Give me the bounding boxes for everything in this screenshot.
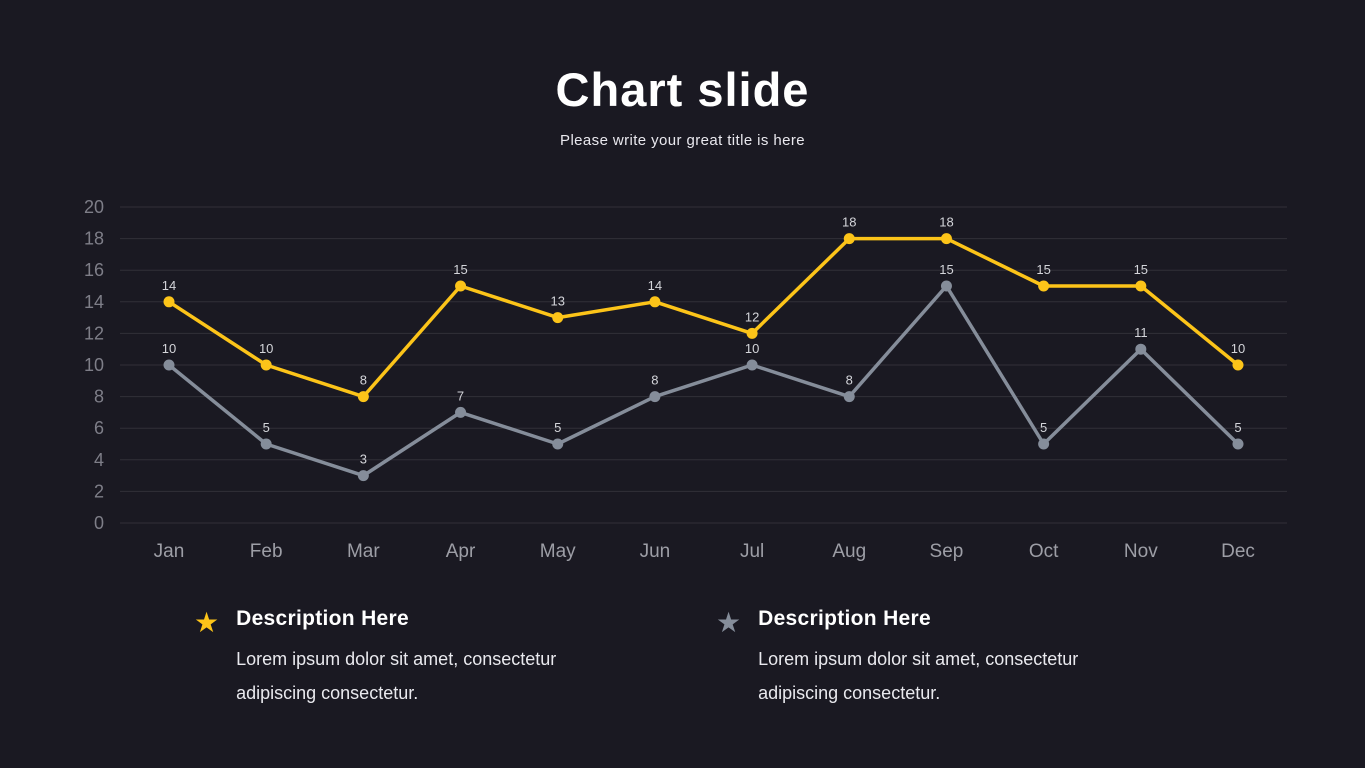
data-point-label: 15 xyxy=(453,262,467,277)
y-axis-tick-label: 12 xyxy=(84,323,104,343)
data-point-label: 5 xyxy=(554,420,561,435)
data-point-label: 12 xyxy=(745,309,759,324)
page-subtitle: Please write your great title is here xyxy=(560,132,805,149)
x-axis-tick-label: Apr xyxy=(446,541,476,562)
data-point-label: 10 xyxy=(1231,341,1245,356)
data-point-label: 13 xyxy=(550,294,564,309)
x-axis-tick-label: Sep xyxy=(930,541,964,562)
data-point xyxy=(1135,280,1147,292)
legend-text-block: Description Here Lorem ipsum dolor sit a… xyxy=(236,607,588,710)
data-point-label: 5 xyxy=(263,420,270,435)
data-point xyxy=(649,391,661,403)
data-point xyxy=(1232,359,1244,371)
legend-body: Lorem ipsum dolor sit amet, consectetur … xyxy=(236,649,557,703)
x-axis-tick-label: May xyxy=(540,541,576,562)
data-point xyxy=(260,438,272,450)
y-axis-tick-label: 14 xyxy=(84,292,104,312)
data-point-label: 8 xyxy=(360,373,367,388)
data-point xyxy=(940,280,952,292)
data-point-label: 5 xyxy=(1040,420,1047,435)
data-point xyxy=(649,296,661,308)
data-point-label: 10 xyxy=(745,341,759,356)
data-point-label: 3 xyxy=(360,452,367,467)
y-axis-tick-label: 8 xyxy=(94,387,104,407)
data-point xyxy=(746,359,758,371)
data-point xyxy=(357,391,369,403)
data-point-label: 8 xyxy=(846,373,853,388)
data-point xyxy=(357,470,369,482)
data-point-label: 14 xyxy=(162,278,176,293)
y-axis-tick-label: 0 xyxy=(94,513,104,533)
star-icon: ★ xyxy=(194,607,220,638)
data-point-label: 18 xyxy=(842,215,856,230)
data-point xyxy=(455,280,467,292)
data-point xyxy=(260,359,272,371)
data-point xyxy=(1232,438,1244,450)
data-point xyxy=(552,438,564,450)
data-point xyxy=(163,359,175,371)
data-point xyxy=(1135,343,1147,355)
star-icon: ★ xyxy=(716,607,742,638)
x-axis-tick-label: Feb xyxy=(250,541,283,562)
slide-header: Chart slide Please write your great titl… xyxy=(0,62,1365,149)
x-axis-tick-label: Aug xyxy=(832,541,866,562)
data-point xyxy=(552,312,564,324)
data-point xyxy=(163,296,175,308)
legend-item-series-1: ★ Description Here Lorem ipsum dolor sit… xyxy=(194,607,588,710)
data-point xyxy=(455,406,467,418)
data-point-label: 14 xyxy=(648,278,662,293)
y-axis-tick-label: 6 xyxy=(94,418,104,438)
x-axis-tick-label: Jun xyxy=(640,541,671,562)
y-axis-tick-label: 4 xyxy=(94,450,104,470)
data-point xyxy=(1038,280,1050,292)
data-point-label: 5 xyxy=(1234,420,1241,435)
x-axis-tick-label: Jul xyxy=(740,541,764,562)
x-axis-tick-label: Mar xyxy=(347,541,380,562)
x-axis-tick-label: Jan xyxy=(154,541,185,562)
data-point-label: 10 xyxy=(162,341,176,356)
legend-text-block: Description Here Lorem ipsum dolor sit a… xyxy=(758,607,1110,710)
y-axis-tick-label: 20 xyxy=(84,197,104,217)
legend-title: Description Here xyxy=(236,607,409,630)
data-point-label: 15 xyxy=(939,262,953,277)
line-series xyxy=(167,236,1240,399)
y-axis-tick-label: 18 xyxy=(84,229,104,249)
data-point-label: 15 xyxy=(1134,262,1148,277)
legend-body: Lorem ipsum dolor sit amet, consectetur … xyxy=(758,649,1079,703)
x-axis-tick-label: Oct xyxy=(1029,541,1059,562)
line-series xyxy=(167,284,1240,478)
x-axis-tick-label: Dec xyxy=(1221,541,1255,562)
data-point xyxy=(843,391,855,403)
data-point xyxy=(746,327,758,339)
data-point xyxy=(843,233,855,245)
data-point-label: 10 xyxy=(259,341,273,356)
data-point-label: 7 xyxy=(457,388,464,403)
y-axis-tick-label: 16 xyxy=(84,260,104,280)
x-axis-tick-label: Nov xyxy=(1124,541,1158,562)
y-axis-tick-label: 2 xyxy=(94,481,104,501)
data-point xyxy=(940,233,952,245)
page-title: Chart slide xyxy=(555,63,810,116)
data-point-label: 11 xyxy=(1134,325,1148,340)
data-point-label: 18 xyxy=(939,215,953,230)
data-point-label: 15 xyxy=(1036,262,1050,277)
legend-item-series-2: ★ Description Here Lorem ipsum dolor sit… xyxy=(716,607,1110,710)
data-point-label: 8 xyxy=(651,373,658,388)
data-point xyxy=(1038,438,1050,450)
y-axis-tick-label: 10 xyxy=(84,355,104,375)
legend-title: Description Here xyxy=(758,607,931,630)
